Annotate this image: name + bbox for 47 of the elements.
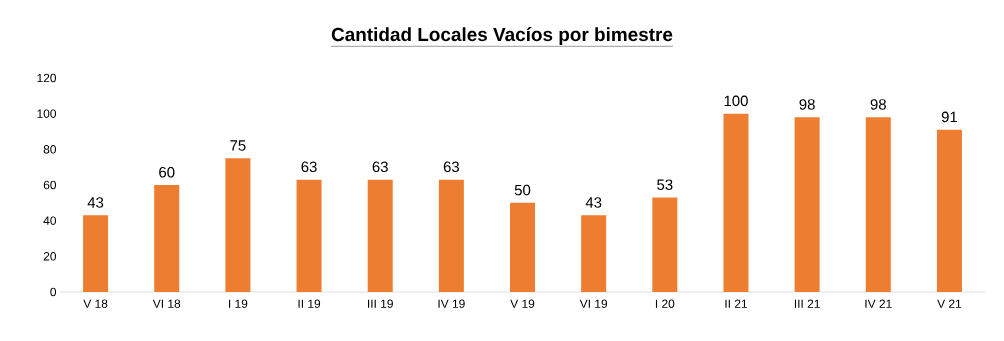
x-tick-label: III 21 bbox=[794, 299, 820, 308]
bar bbox=[794, 117, 820, 292]
bar bbox=[652, 197, 678, 292]
y-tick-label: 100 bbox=[37, 109, 57, 118]
data-label: 63 bbox=[301, 161, 317, 173]
bar bbox=[936, 129, 962, 292]
bar bbox=[367, 179, 393, 292]
data-label: 91 bbox=[941, 111, 958, 123]
bar bbox=[438, 179, 464, 292]
x-tick-label: VI 18 bbox=[152, 299, 181, 308]
x-tick-label: II 21 bbox=[725, 299, 748, 308]
data-label: 63 bbox=[443, 161, 460, 173]
chart-title: Cantidad Locales Vacíos por bimestre bbox=[331, 27, 673, 45]
x-tick-label: V 21 bbox=[937, 299, 962, 308]
data-label: 60 bbox=[159, 166, 175, 178]
y-tick-label: 80 bbox=[43, 145, 57, 154]
data-label: 98 bbox=[870, 99, 886, 110]
data-label: 98 bbox=[799, 99, 815, 110]
x-tick-label: II 19 bbox=[298, 299, 321, 308]
data-label: 75 bbox=[230, 140, 246, 151]
y-tick-label: 60 bbox=[43, 180, 57, 190]
bar bbox=[83, 215, 109, 292]
data-label: 43 bbox=[87, 197, 104, 208]
data-label: 50 bbox=[514, 184, 531, 196]
data-label: 100 bbox=[724, 95, 748, 107]
bar bbox=[581, 215, 607, 292]
bar bbox=[510, 202, 536, 292]
x-tick-label: VI 19 bbox=[579, 299, 608, 308]
data-label: 43 bbox=[585, 197, 602, 208]
x-tick-label: IV 19 bbox=[438, 299, 465, 308]
x-tick-label: V 18 bbox=[83, 299, 108, 308]
data-label: 53 bbox=[657, 179, 673, 190]
x-tick-label: IV 21 bbox=[865, 299, 892, 308]
y-tick-label: 120 bbox=[37, 73, 57, 83]
y-tick-label: 20 bbox=[43, 252, 57, 261]
bar bbox=[723, 113, 749, 292]
data-label: 63 bbox=[372, 161, 388, 173]
y-tick-label: 0 bbox=[50, 287, 57, 297]
x-tick-label: III 19 bbox=[368, 299, 393, 308]
bar bbox=[865, 117, 891, 292]
x-tick-label: I 19 bbox=[229, 299, 248, 308]
bar bbox=[225, 158, 251, 292]
bar bbox=[154, 185, 180, 292]
y-tick-label: 40 bbox=[43, 216, 57, 225]
x-tick-label: V 19 bbox=[510, 299, 535, 308]
x-tick-label: I 20 bbox=[655, 299, 675, 308]
bar bbox=[296, 179, 322, 292]
